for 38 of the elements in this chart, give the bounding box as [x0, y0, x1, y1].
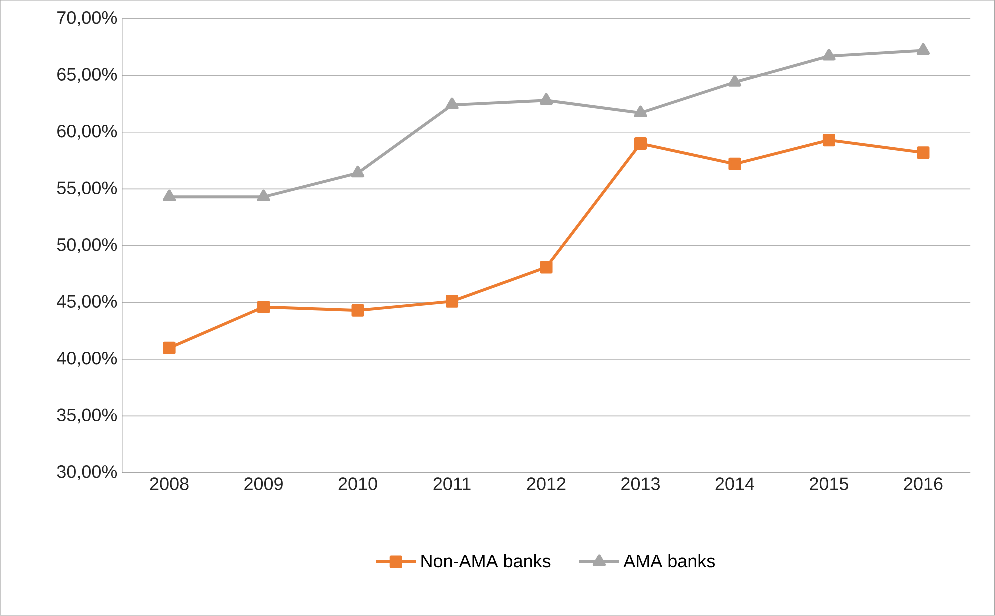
- x-tick-label: 2008: [150, 478, 189, 490]
- point: [163, 342, 176, 354]
- point: [540, 93, 554, 106]
- x-tick-label: 2011: [434, 478, 471, 490]
- point: [822, 49, 836, 61]
- legend-label: AMA banks: [624, 554, 715, 568]
- point: [822, 134, 836, 147]
- y-tick-label: 30,00%: [57, 466, 118, 480]
- point: [351, 166, 365, 178]
- y-tick-label: 45,00%: [57, 295, 118, 310]
- point: [446, 98, 459, 110]
- point: [540, 261, 553, 274]
- x-tick-label: 2010: [338, 478, 378, 490]
- point: [916, 43, 930, 56]
- y-tick-label: 35,00%: [57, 408, 118, 424]
- x-tick-label: 2009: [244, 478, 283, 490]
- y-tick-label: 60,00%: [58, 125, 118, 140]
- point: [728, 158, 742, 171]
- y-tick-label: 70,00%: [58, 11, 118, 26]
- x-tick-label: 2015: [810, 478, 848, 490]
- x-tick-label: 2014: [716, 478, 754, 490]
- point: [446, 295, 459, 308]
- legend-label: Non-AMA banks: [422, 554, 551, 568]
- y-tick-label: 50,00%: [57, 238, 118, 254]
- point: [634, 106, 648, 118]
- x-tick-label: 2012: [527, 478, 566, 490]
- point: [352, 304, 364, 317]
- y-tick-label: 55,00%: [57, 182, 118, 197]
- x-tick-label: 2016: [904, 478, 943, 490]
- y-tick-label: 65,00%: [58, 68, 118, 84]
- point: [728, 75, 742, 87]
- y-tick-label: 40,00%: [57, 352, 118, 367]
- point: [917, 146, 930, 160]
- x-tick-label: 2013: [622, 478, 660, 490]
- point: [257, 190, 270, 202]
- point: [634, 138, 648, 150]
- point: [258, 301, 270, 314]
- point: [162, 190, 176, 202]
